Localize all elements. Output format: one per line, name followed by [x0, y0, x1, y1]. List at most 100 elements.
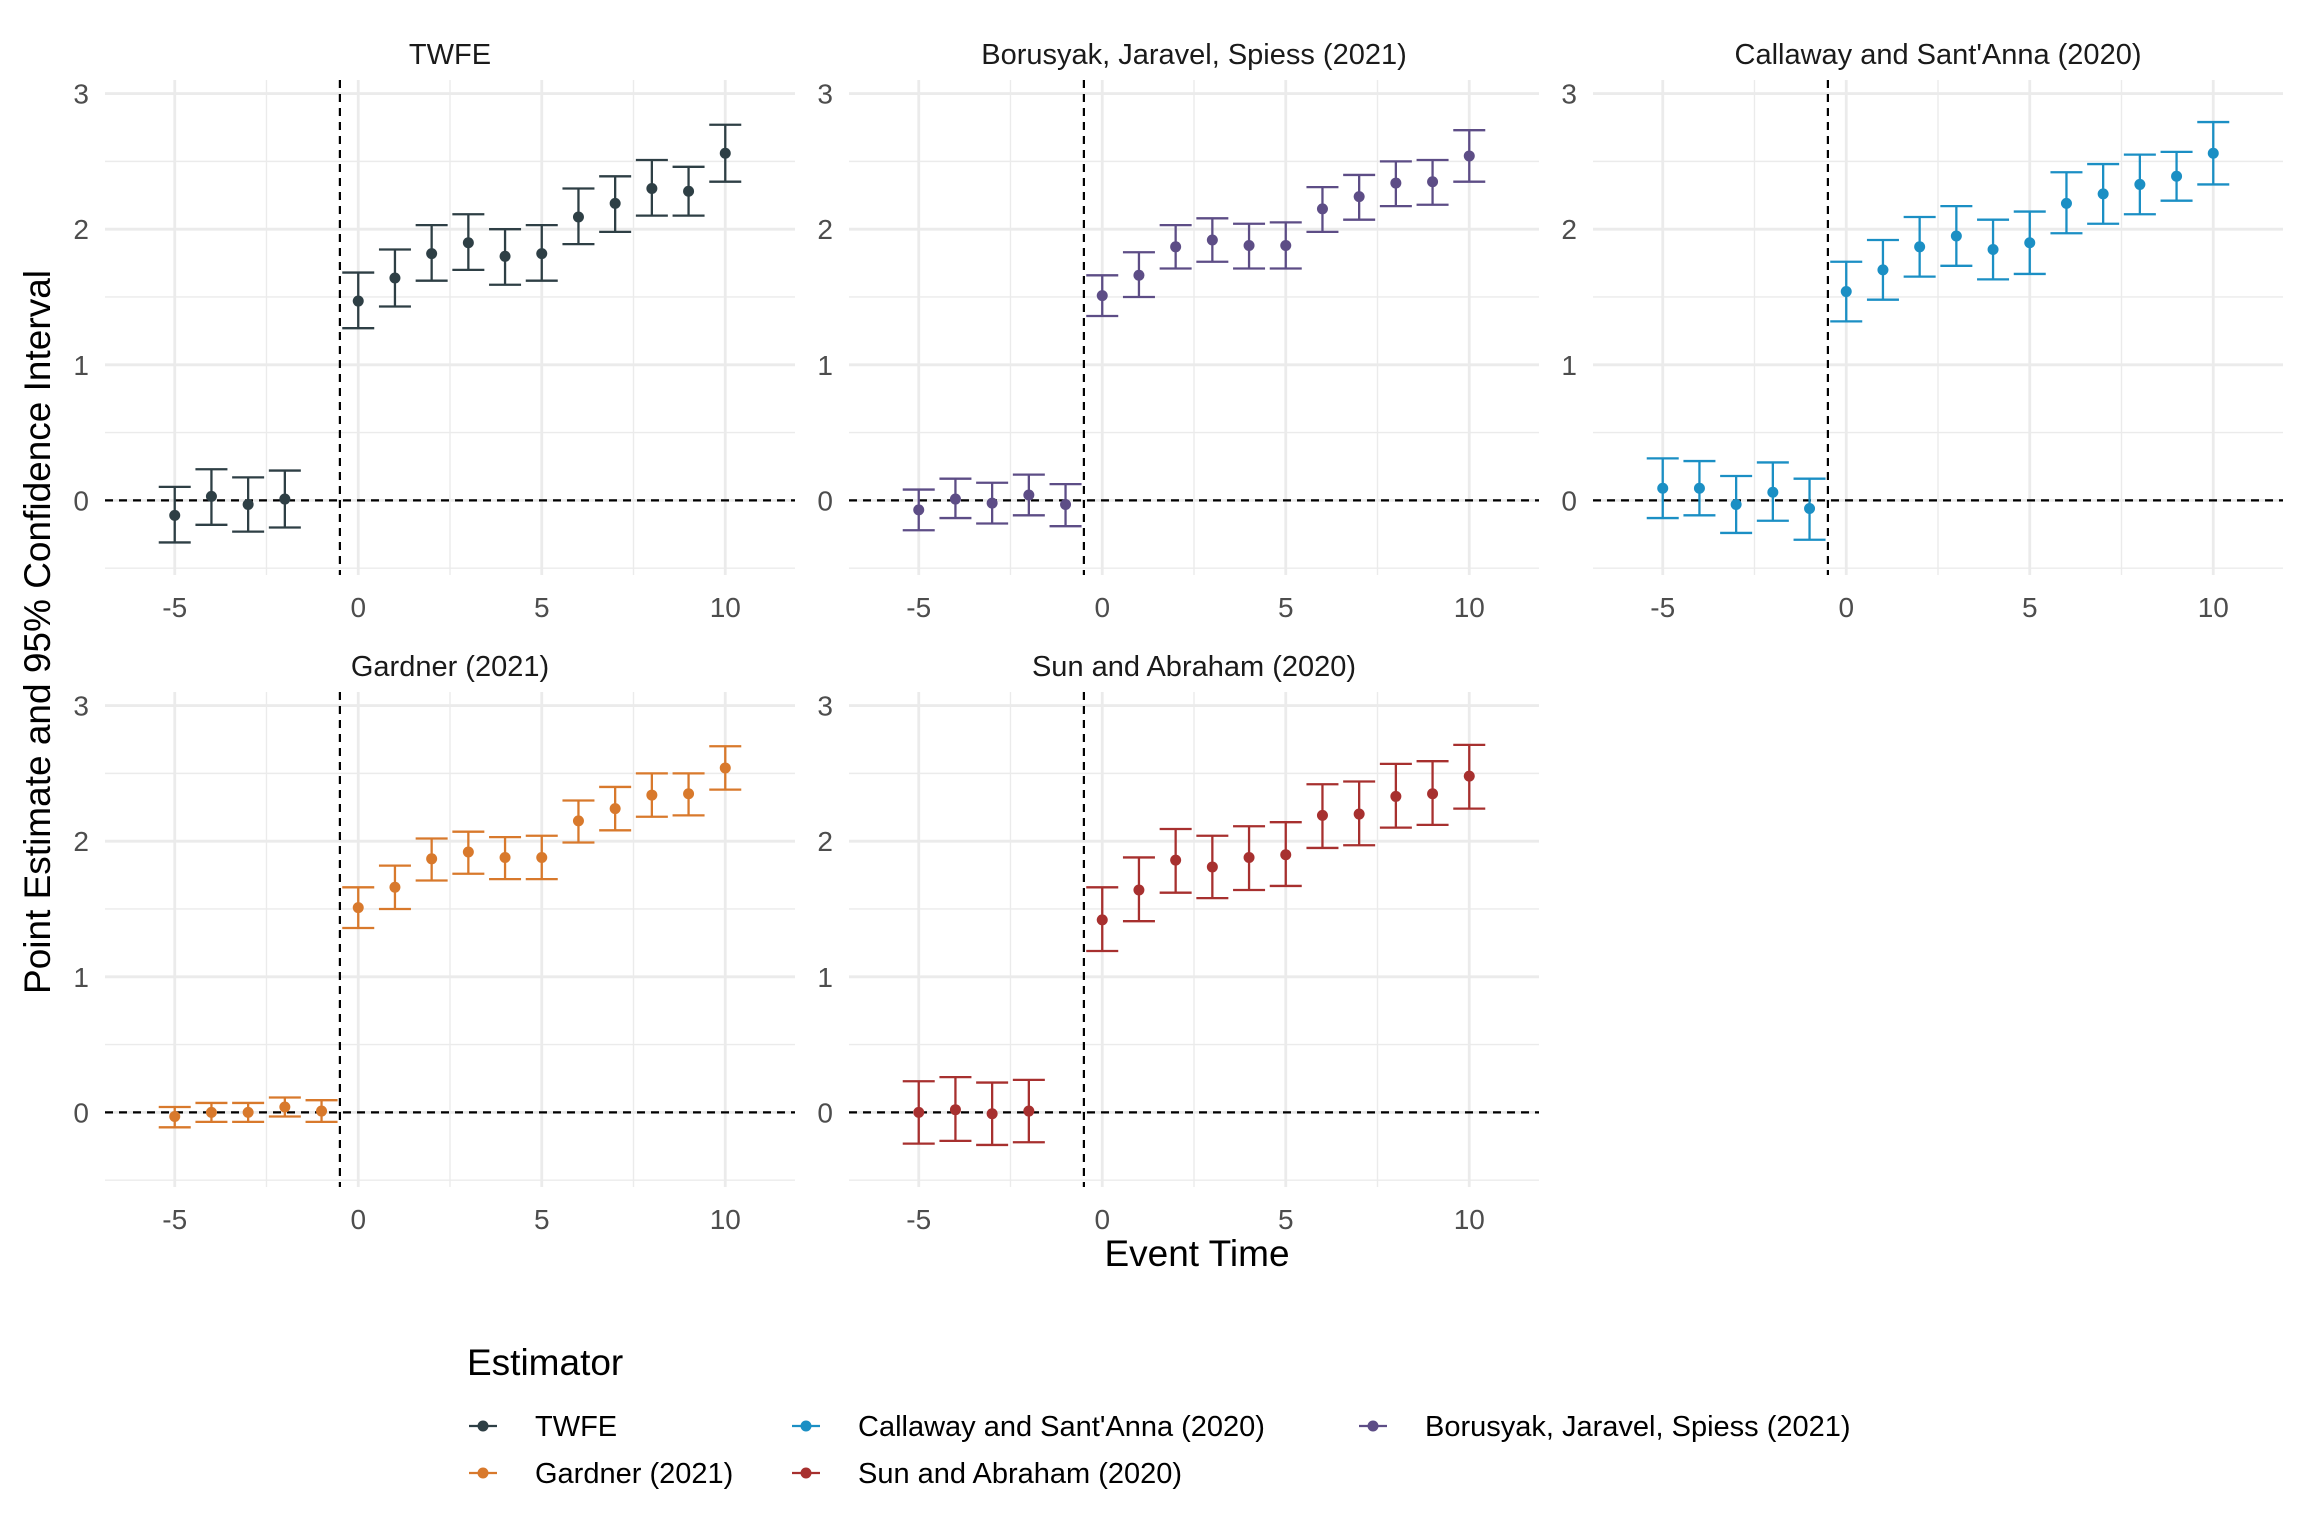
legend-entry: Borusyak, Jaravel, Spiess (2021) [1359, 1411, 1851, 1443]
estimate-mark [1122, 856, 1155, 923]
y-tick-label: 3 [73, 691, 89, 722]
y-tick-label: 2 [817, 214, 833, 245]
y-axis-title: Point Estimate and 95% Confidence Interv… [17, 270, 58, 994]
legend-key-point [800, 1420, 812, 1432]
estimate-mark [1903, 215, 1936, 278]
estimate-mark [415, 223, 448, 282]
legend-label: TWFE [535, 1411, 617, 1443]
point-estimate [1353, 808, 1365, 820]
estimate-mark [232, 476, 265, 533]
point-estimate [2024, 237, 2036, 249]
estimate-mark [2013, 210, 2046, 276]
y-tick-label: 3 [817, 691, 833, 722]
x-tick-label: 10 [1454, 592, 1485, 623]
legend-entry: Callaway and Sant'Anna (2020) [792, 1411, 1265, 1443]
estimate-mark [1683, 459, 1716, 517]
panel-1: TWFE 0 1 2 3 -5 0 5 10 [73, 39, 795, 623]
x-tick-label: 5 [1278, 592, 1294, 623]
point-estimate [1987, 244, 1999, 256]
point-estimate [949, 1104, 961, 1116]
y-tick-label: 1 [73, 350, 89, 381]
x-tick-label: -5 [1650, 592, 1675, 623]
point-estimate [1170, 854, 1182, 866]
estimate-mark [709, 123, 742, 183]
estimate-mark [195, 1101, 228, 1124]
point-estimate [242, 498, 254, 510]
y-tick-label: 1 [73, 962, 89, 993]
panel-title: Gardner (2021) [351, 651, 549, 683]
estimate-mark [2050, 171, 2083, 235]
point-estimate [279, 493, 291, 505]
point-estimate [986, 497, 998, 509]
legend-key-point [477, 1467, 489, 1479]
estimate-mark [195, 468, 228, 526]
estimate-mark [489, 835, 522, 881]
point-estimate [242, 1106, 254, 1118]
point-estimate [2207, 147, 2219, 159]
estimate-mark [709, 745, 742, 791]
y-tick-label: 0 [817, 485, 833, 516]
point-estimate [683, 788, 695, 800]
point-estimate [462, 846, 474, 858]
point-estimate [1206, 234, 1218, 246]
point-estimate [609, 197, 621, 209]
point-estimate [1243, 851, 1255, 863]
y-tick-label: 0 [73, 1097, 89, 1128]
point-estimate [1096, 290, 1108, 302]
point-estimate [2171, 170, 2183, 182]
point-estimate [572, 211, 584, 223]
point-estimate [536, 851, 548, 863]
estimate-mark [1453, 129, 1486, 183]
estimate-mark [1269, 821, 1302, 888]
estimate-mark [1866, 238, 1899, 301]
point-estimate [1463, 770, 1475, 782]
point-estimate [1096, 914, 1108, 926]
estimate-mark [525, 834, 558, 881]
point-estimate [1730, 498, 1742, 510]
estimate-mark [1159, 827, 1192, 894]
point-estimate [1316, 809, 1328, 821]
point-estimate [1133, 884, 1145, 896]
estimate-mark [1646, 457, 1679, 520]
x-tick-label: 0 [1838, 592, 1854, 623]
estimate-mark [976, 481, 1009, 525]
point-estimate [205, 490, 217, 502]
point-estimate [1243, 239, 1255, 251]
point-estimate [646, 789, 658, 801]
x-tick-label: 10 [710, 592, 741, 623]
estimate-mark [305, 1099, 338, 1124]
legend-label: Gardner (2021) [535, 1458, 733, 1490]
y-tick-label: 2 [73, 826, 89, 857]
estimate-mark [902, 488, 935, 532]
point-estimate [1950, 230, 1962, 242]
point-estimate [1877, 264, 1889, 276]
point-estimate [1316, 203, 1328, 215]
point-estimate [426, 853, 438, 865]
point-estimate [389, 272, 401, 284]
point-estimate [205, 1106, 217, 1118]
estimate-mark [599, 175, 632, 234]
point-estimate [1804, 503, 1816, 515]
estimate-mark [1830, 260, 1863, 323]
point-estimate [1390, 790, 1402, 802]
point-estimate [1463, 150, 1475, 162]
panel-2: Borusyak, Jaravel, Spiess (2021) 0 1 2 3 -5 0 5… [817, 39, 1539, 623]
estimate-mark [1379, 762, 1412, 829]
y-tick-label: 0 [1561, 485, 1577, 516]
point-estimate [2060, 197, 2072, 209]
point-estimate [1693, 482, 1705, 494]
point-estimate [2097, 188, 2109, 200]
estimate-mark [1343, 173, 1376, 221]
point-estimate [352, 295, 364, 307]
x-tick-label: 10 [2198, 592, 2229, 623]
point-estimate [1280, 849, 1292, 861]
estimate-mark [525, 223, 558, 282]
point-estimate [2134, 178, 2146, 190]
estimate-mark [2197, 120, 2230, 186]
estimate-mark [2087, 162, 2120, 225]
point-estimate [1767, 486, 1779, 498]
point-estimate [913, 1106, 925, 1118]
estimate-mark [1416, 760, 1449, 827]
legend-key-point [800, 1467, 812, 1479]
panel-title: Sun and Abraham (2020) [1032, 651, 1356, 683]
